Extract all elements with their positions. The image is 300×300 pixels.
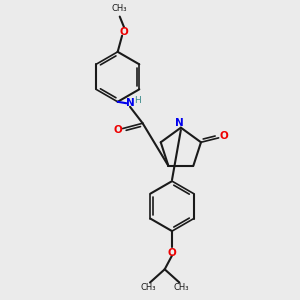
Text: O: O [113,125,122,135]
Text: O: O [120,27,128,37]
Text: CH₃: CH₃ [141,283,156,292]
Text: O: O [220,131,228,141]
Text: O: O [168,248,176,258]
Text: H: H [134,96,141,105]
Text: CH₃: CH₃ [173,283,189,292]
Text: CH₃: CH₃ [111,4,127,13]
Text: N: N [175,118,184,128]
Text: N: N [126,98,134,108]
